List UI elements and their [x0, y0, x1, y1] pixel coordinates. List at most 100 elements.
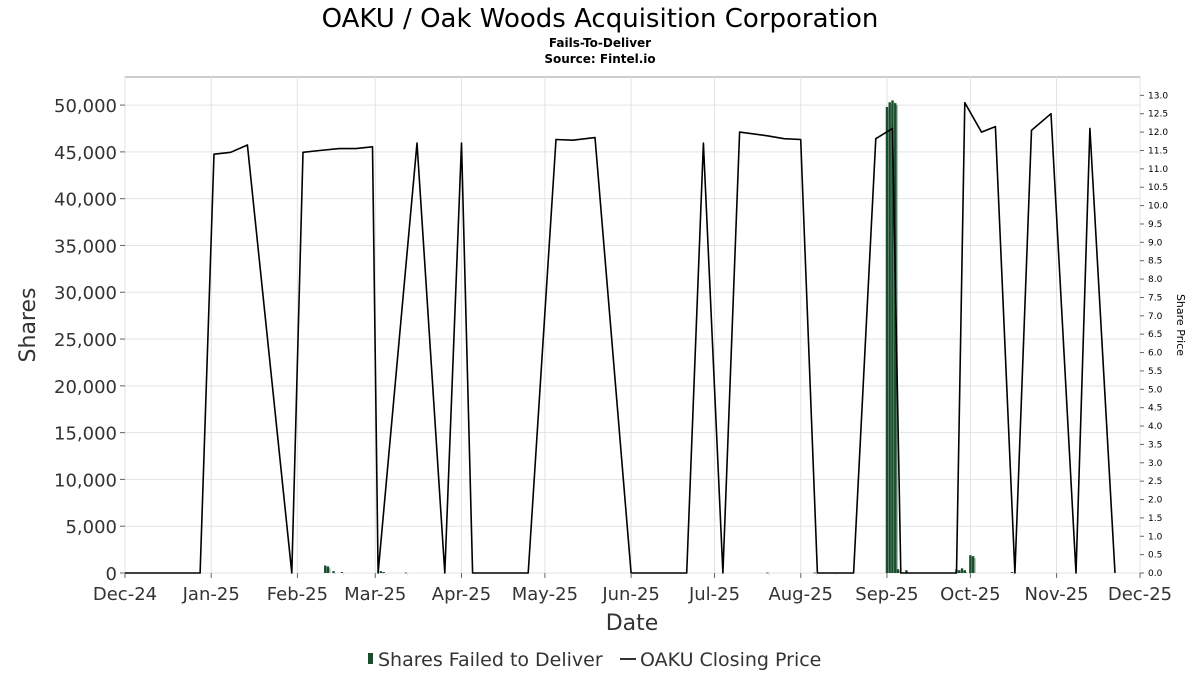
fail-bar [1010, 572, 1014, 573]
fail-bar [379, 571, 383, 573]
fail-bar-shade [815, 574, 818, 576]
y2-axis-label: Share Price [1174, 294, 1187, 356]
fail-bar [324, 565, 327, 573]
fail-bar-shade [966, 572, 968, 573]
fail-bar [888, 102, 891, 574]
fail-bar-shade [899, 571, 901, 573]
y2-tick-label: 5.0 [1148, 385, 1163, 395]
legend-bar-label: Shares Failed to Deliver [378, 649, 603, 671]
fail-bar-shade [329, 568, 331, 573]
fail-bar-shade [974, 558, 976, 573]
y-tick-label: 20,000 [54, 377, 117, 398]
y2-tick-label: 3.5 [1148, 440, 1162, 450]
y2-axis-ticks: 0.0 0.5 1.0 1.5 2.0 2.5 3.0 3.5 4.0 4.5 5.0 5.5 6.0 6… [1140, 91, 1168, 579]
fail-bar [905, 570, 908, 573]
x-tick-label: Apr-25 [432, 584, 491, 605]
y2-tick-label: 2.5 [1148, 477, 1162, 487]
y-tick-label: 25,000 [54, 330, 117, 351]
x-tick-label: Dec-24 [93, 584, 157, 605]
x-tick-label: Aug-25 [768, 584, 833, 605]
y2-tick-label: 8.0 [1148, 275, 1163, 285]
fail-bar [896, 569, 900, 573]
chart-source: Source: Fintel.io [544, 52, 655, 66]
y2-tick-label: 1.0 [1148, 532, 1163, 542]
fail-bar [340, 572, 344, 573]
fail-bar [958, 570, 961, 573]
fail-bar-shade [334, 573, 336, 574]
x-tick-label: Oct-25 [940, 584, 1001, 605]
fail-bar [891, 100, 894, 573]
y-tick-label: 45,000 [54, 143, 117, 164]
fail-bar [332, 571, 335, 573]
y2-tick-label: 11.5 [1148, 146, 1168, 156]
x-tick-label: Jul-25 [688, 584, 740, 605]
y2-tick-label: 5.5 [1148, 367, 1162, 377]
y2-tick-label: 8.5 [1148, 257, 1162, 267]
x-tick-label: Jun-25 [601, 584, 660, 605]
y2-tick-label: 7.0 [1148, 312, 1163, 322]
fail-bar-shade [382, 573, 384, 574]
y2-tick-label: 9.5 [1148, 220, 1162, 230]
y2-tick-label: 11.0 [1148, 165, 1168, 175]
y2-tick-label: 10.5 [1148, 183, 1168, 193]
fail-bar [969, 555, 972, 573]
y2-tick-label: 9.0 [1148, 238, 1163, 248]
fail-bar [894, 103, 897, 574]
fail-bar-shade [407, 574, 409, 576]
y2-tick-label: 0.0 [1148, 569, 1163, 579]
fail-bar [766, 572, 769, 574]
y-tick-label: 40,000 [54, 190, 117, 211]
y2-tick-label: 10.0 [1148, 202, 1168, 212]
fail-bar [813, 572, 816, 574]
legend-bar-swatch [368, 653, 373, 664]
y2-tick-label: 2.0 [1148, 496, 1163, 506]
y-tick-label: 10,000 [54, 470, 117, 491]
y2-tick-label: 12.5 [1148, 110, 1168, 120]
fail-bar-shade [835, 574, 837, 576]
legend-line-label: OAKU Closing Price [640, 649, 821, 671]
fail-bar-shade [768, 574, 770, 576]
price-line-group [125, 101, 1116, 574]
y2-tick-label: 0.5 [1148, 551, 1162, 561]
y-tick-label: 30,000 [54, 283, 117, 304]
y-tick-label: 50,000 [54, 96, 117, 117]
x-tick-label: Jan-25 [182, 584, 240, 605]
fail-bar [960, 568, 964, 573]
x-axis-label: Date [606, 611, 659, 636]
y2-tick-label: 6.0 [1148, 349, 1163, 359]
x-tick-label: Mar-25 [344, 584, 406, 605]
price-line [125, 101, 1116, 574]
y2-tick-label: 6.5 [1148, 330, 1162, 340]
chart-title: OAKU / Oak Woods Acquisition Corporation [322, 4, 879, 34]
fail-bar [963, 570, 967, 573]
y-axis-label: Shares [16, 288, 41, 363]
legend: Shares Failed to Deliver OAKU Closing Pr… [368, 649, 821, 671]
fail-bar [404, 572, 408, 574]
x-tick-label: Dec-25 [1108, 584, 1172, 605]
x-tick-label: Nov-25 [1025, 584, 1089, 605]
y2-tick-label: 7.5 [1148, 293, 1162, 303]
fail-bar [382, 572, 385, 573]
y-tick-label: 35,000 [54, 236, 117, 257]
x-tick-label: May-25 [512, 584, 578, 605]
fail-bar-shade [384, 574, 387, 575]
fail-bar [885, 106, 889, 573]
y2-tick-label: 13.0 [1148, 91, 1168, 101]
y-tick-label: 0 [106, 564, 117, 585]
y2-tick-label: 12.0 [1148, 128, 1168, 138]
x-tick-label: Sep-25 [855, 584, 918, 605]
fail-bar [971, 556, 975, 573]
y2-tick-label: 3.0 [1148, 459, 1163, 469]
fail-bar-shade [343, 574, 345, 575]
y-tick-label: 15,000 [54, 424, 117, 445]
fail-bar-shade [1013, 574, 1015, 575]
y-tick-label: 5,000 [65, 517, 117, 538]
fail-bar [326, 566, 330, 573]
x-tick-label: Feb-25 [267, 584, 328, 605]
y2-tick-label: 1.5 [1148, 514, 1162, 524]
chart-subtitle: Fails-To-Deliver [549, 36, 651, 50]
x-axis-ticks: Dec-24 Jan-25 Feb-25 Mar-25 Apr-25 May-25 Jun-… [93, 573, 1172, 605]
y2-tick-label: 4.5 [1148, 404, 1162, 414]
y-axis-ticks: 0 5,000 10,000 15,000 20,000 25,000 30,000 35,0… [54, 96, 125, 585]
